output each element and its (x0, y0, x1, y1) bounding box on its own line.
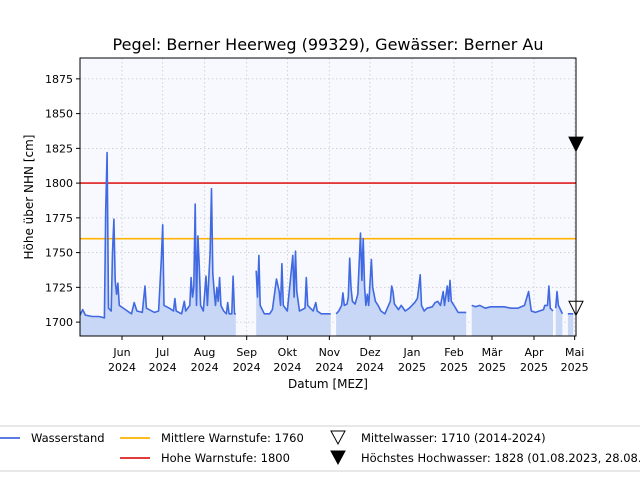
x-axis: Jun 2024 Jul 2024 Aug 2024 Sep 2024 Okt 2024 Nov 20… (108, 336, 589, 374)
series-line-segment (335, 232, 467, 315)
x-tick-label-year: 2024 (356, 361, 384, 374)
x-tick-label-year: 2024 (149, 361, 177, 374)
y-axis: 1700 1725 1750 1775 1800 1825 1850 1875 (45, 73, 80, 329)
plot-background (80, 58, 576, 336)
chart-title: Pegel: Berner Heerweg (99329), Gewässer:… (113, 35, 544, 54)
y-tick-label: 1825 (45, 142, 73, 155)
x-tick-label-month: Okt (278, 346, 298, 359)
legend-label-hoechstes-hochwasser: Höchstes Hochwasser: 1828 (01.08.2023, 2… (361, 451, 640, 465)
series-area-segment (471, 286, 553, 336)
series-line-segment (255, 250, 331, 315)
series-line-segment (554, 290, 564, 315)
x-tick-label-month: Dez (360, 346, 381, 359)
x-tick-label-month: Jul (155, 346, 169, 359)
x-tick-label-month: Aug (194, 346, 215, 359)
legend-swatch-hoechstes-hochwasser (330, 450, 346, 466)
x-tick-label-month: Feb (444, 346, 463, 359)
x-tick-label-month: Jan (403, 346, 421, 359)
legend-label-mittlere-warnstufe: Mittlere Warnstufe: 1760 (161, 431, 304, 445)
x-tick-label-month: Apr (524, 346, 544, 359)
series-area-segment (567, 313, 574, 336)
x-tick-label-month: Sep (236, 346, 257, 359)
legend-label-wasserstand: Wasserstand (31, 431, 105, 445)
x-tick-label-year: 2025 (398, 361, 426, 374)
legend: Wasserstand Mittlere Warnstufe: 1760 Hoh… (0, 425, 640, 472)
y-tick-label: 1700 (45, 316, 73, 329)
x-tick-label-year: 2024 (233, 361, 261, 374)
x-tick-label-year: 2025 (520, 361, 548, 374)
series-lines (79, 151, 574, 319)
x-tick-label-year: 2025 (440, 361, 468, 374)
series-area-segment (336, 233, 467, 336)
y-tick-label: 1750 (45, 247, 73, 260)
x-tick-label-year: 2024 (191, 361, 219, 374)
y-tick-label: 1775 (45, 212, 73, 225)
y-axis-label: Höhe über NHN [cm] (22, 135, 36, 260)
x-tick-label-year: 2025 (478, 361, 506, 374)
y-tick-label: 1725 (45, 281, 73, 294)
x-tick-label-year: 2025 (561, 361, 589, 374)
x-tick-label-month: Mär (482, 346, 503, 359)
y-tick-label: 1850 (45, 108, 73, 121)
x-tick-label-year: 2024 (108, 361, 136, 374)
legend-swatch-mittelwasser (330, 430, 346, 446)
x-axis-label: Datum [MEZ] (288, 377, 368, 391)
legend-label-hohe-warnstufe: Hohe Warnstufe: 1800 (161, 451, 290, 465)
x-tick-label-month: Nov (319, 346, 341, 359)
x-tick-label-year: 2024 (273, 361, 301, 374)
y-tick-label: 1875 (45, 73, 73, 86)
legend-label-mittelwasser: Mittelwasser: 1710 (2014-2024) (361, 431, 546, 445)
x-tick-label-month: Mai (565, 346, 584, 359)
series-line-segment (471, 285, 554, 314)
x-tick-label-month: Jun (112, 346, 130, 359)
series-line-segment (79, 151, 236, 319)
x-tick-label-year: 2024 (315, 361, 343, 374)
y-tick-label: 1800 (45, 177, 73, 190)
plot-frame (79, 57, 577, 337)
